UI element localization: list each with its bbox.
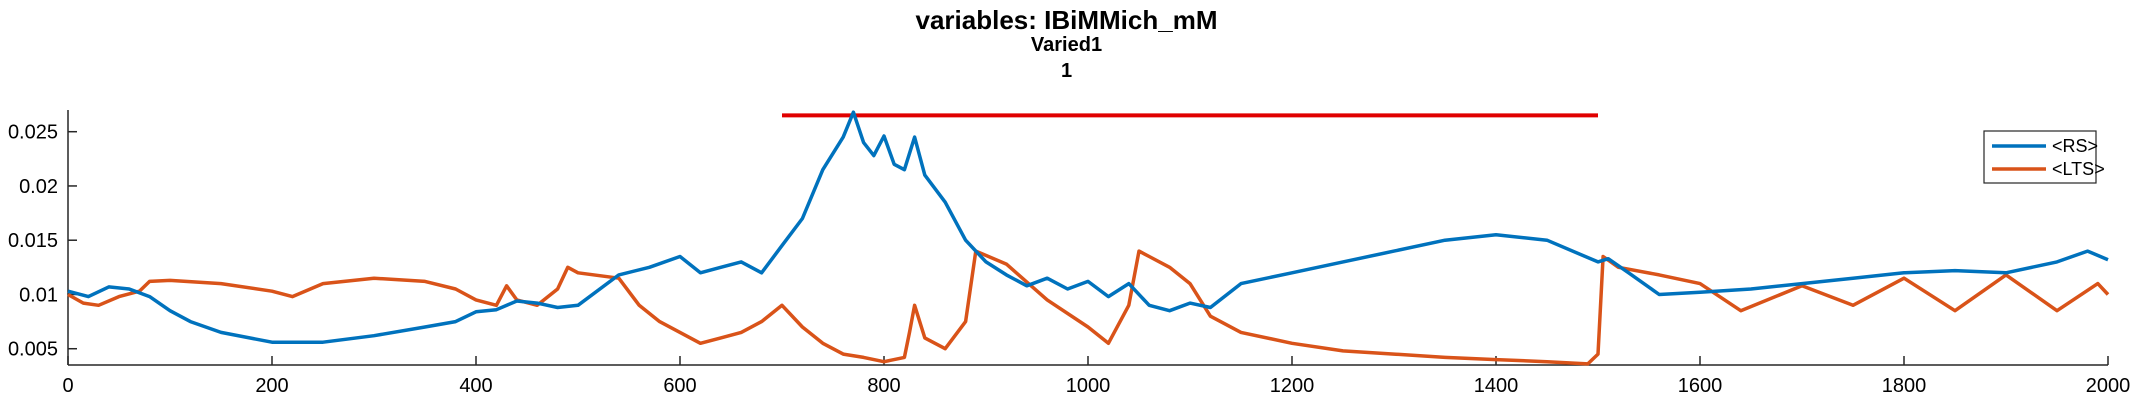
y-tick-label: 0.005 <box>8 339 58 361</box>
chart-title: variables: IBiMMich_mM <box>915 5 1218 35</box>
y-tick-label: 0.01 <box>19 284 58 306</box>
legend-box <box>1983 130 2097 184</box>
series-line-rs <box>67 110 2109 344</box>
legend-label: <LTS> <box>2052 159 2105 179</box>
axes: 0 200 400 600 800 1000 1200 1400 1600 1800 2000 0.0… <box>8 110 2130 397</box>
x-tick-label: 800 <box>867 375 900 397</box>
y-tick-label: 0.015 <box>8 230 58 252</box>
x-tick-label: 600 <box>663 375 696 397</box>
chart-subtitle-line-1: Varied1 <box>1030 34 1103 56</box>
series-layer <box>67 110 2110 366</box>
x-tick-label: 0 <box>62 375 73 397</box>
y-tick-label: 0.02 <box>19 176 58 198</box>
y-tick-label: 0.025 <box>8 122 58 144</box>
x-tick-label: 2000 <box>2086 375 2131 397</box>
x-tick-label: 1400 <box>1474 375 1519 397</box>
x-tick-label: 1200 <box>1270 375 1315 397</box>
x-tick-label: 200 <box>255 375 288 397</box>
legend: <RS> <LTS> <box>1983 130 2105 184</box>
legend-label: <RS> <box>2052 136 2098 156</box>
x-tick-label: 400 <box>459 375 492 397</box>
x-tick-label: 1600 <box>1678 375 1723 397</box>
x-tick-label: 1800 <box>1882 375 1927 397</box>
chart-subtitle-line-2: 1 <box>1060 60 1073 82</box>
series-line-lts <box>67 249 2110 366</box>
x-tick-label: 1000 <box>1066 375 1111 397</box>
